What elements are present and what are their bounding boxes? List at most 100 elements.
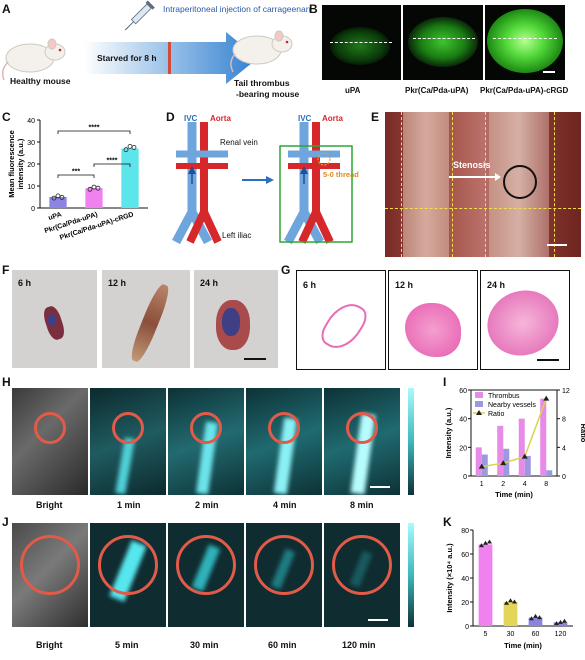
y-axis-label-line: Mean fluorescence — [7, 130, 16, 198]
b-label-pkr: Pkr(Ca/Pda-uPA) — [405, 86, 469, 95]
x-tick-label: 4 — [523, 481, 527, 488]
d-aorta-right: Aorta — [322, 114, 343, 123]
data-point — [558, 619, 563, 624]
ratio-line — [481, 398, 547, 468]
histology-24h — [478, 270, 570, 370]
bar — [553, 622, 568, 626]
y-tick-label: 30 — [27, 140, 35, 147]
process-arrow — [242, 176, 274, 184]
y-tick-label: 60 — [461, 552, 469, 559]
scale-bar — [244, 358, 266, 360]
x-tick-label: 2 — [501, 481, 505, 488]
panel-label-j: J — [2, 515, 9, 529]
starved-label: Starved for 8 h — [97, 53, 157, 63]
d-ivc-left: IVC — [184, 114, 198, 123]
surgery-photo: Stenosis — [385, 112, 581, 257]
ratio-marker — [521, 453, 528, 459]
d-renal-vein: Renal vein — [220, 138, 258, 147]
bar — [475, 447, 482, 476]
j-label-120min: 120 min — [342, 640, 376, 650]
data-point — [479, 543, 484, 548]
x-tick-label: 120 — [555, 631, 567, 638]
data-point — [87, 186, 93, 192]
data-point — [537, 615, 542, 620]
injection-label: Intraperitoneal injection of carrageenan — [163, 4, 311, 14]
vessel-diagram-before — [172, 122, 228, 245]
g-time-6h: 6 h — [303, 280, 317, 290]
y-tick-label: 60 — [459, 388, 467, 395]
thrombus-photo-6h — [12, 270, 97, 368]
data-point — [483, 540, 488, 545]
d-aorta-left: Aorta — [210, 114, 231, 123]
significance-bracket — [93, 163, 131, 167]
thrombus-photo-24h — [194, 270, 278, 368]
panel-h-images — [12, 388, 432, 508]
x-axis-label: Time (min) — [495, 490, 533, 499]
panel-d: IVC Aorta IVC Aorta Renal vein Left ilia… — [170, 112, 365, 257]
data-point — [533, 613, 538, 618]
legend-label: Nearby vessels — [488, 402, 536, 409]
y2-tick-label: 4 — [562, 445, 566, 452]
h-colorbar — [408, 388, 414, 495]
panel-label-a: A — [2, 2, 11, 16]
panel-label-g: G — [281, 263, 291, 277]
scale-bar — [537, 359, 559, 361]
j-label-60min: 60 min — [268, 640, 297, 650]
data-point — [529, 616, 534, 621]
y-tick-label: 10 — [27, 184, 35, 191]
h-label-2min: 2 min — [195, 500, 219, 510]
h-label-8min: 8 min — [350, 500, 374, 510]
b-label-upa: uPA — [345, 86, 361, 95]
f-time-12h: 12 h — [108, 278, 127, 288]
d-thread: 5-0 thread — [323, 170, 359, 179]
scale-bar — [543, 71, 555, 73]
d-ivc-right: IVC — [298, 114, 312, 123]
h-label-1min: 1 min — [117, 500, 141, 510]
y-tick-label: 40 — [459, 417, 467, 424]
panel-label-h: H — [2, 375, 11, 389]
syringe-icon — [124, 0, 155, 31]
panel-label-i: I — [443, 375, 447, 389]
data-point — [487, 539, 492, 544]
j-label-5min: 5 min — [115, 640, 139, 650]
x-tick-label: 1 — [480, 481, 484, 488]
h-label-4min: 4 min — [273, 500, 297, 510]
bar — [49, 197, 67, 208]
significance-label: **** — [107, 158, 118, 165]
f-time-6h: 6 h — [18, 278, 32, 288]
scale-bar — [547, 244, 567, 246]
data-point — [127, 144, 133, 149]
model-mouse-label-1: Tail thrombus — [234, 78, 290, 88]
y-tick-label: 20 — [27, 162, 35, 169]
legend-label: Ratio — [488, 411, 504, 418]
data-point — [95, 185, 101, 191]
y-tick-label: 0 — [31, 206, 35, 213]
j-label-30min: 30 min — [190, 640, 219, 650]
data-point — [508, 598, 513, 603]
y-tick-label: 20 — [459, 445, 467, 452]
histology-6h — [296, 270, 386, 370]
y-tick-label: 20 — [461, 600, 469, 607]
y-axis-label: Mean fluorescenceintensity (a.u.) — [7, 130, 25, 198]
data-point — [123, 147, 129, 153]
d-left-iliac: Left iliac — [222, 231, 252, 240]
data-point — [131, 145, 137, 150]
vessel-diagram-after — [279, 122, 353, 245]
legend-marker — [476, 410, 482, 415]
y2-axis-label: Ratio — [579, 424, 585, 443]
bar — [481, 454, 488, 476]
j-colorbar — [408, 523, 414, 627]
data-point — [59, 195, 65, 200]
panel-label-e: E — [371, 110, 380, 124]
scale-bar — [370, 486, 390, 488]
data-point — [562, 618, 567, 623]
panel-j-images — [12, 523, 432, 643]
significance-bracket — [57, 130, 131, 134]
data-point — [554, 621, 559, 626]
model-mouse-illustration — [230, 30, 293, 73]
g-time-24h: 24 h — [487, 280, 506, 290]
thrombus-photo-12h — [102, 270, 190, 368]
y-tick-label: 40 — [461, 576, 469, 583]
